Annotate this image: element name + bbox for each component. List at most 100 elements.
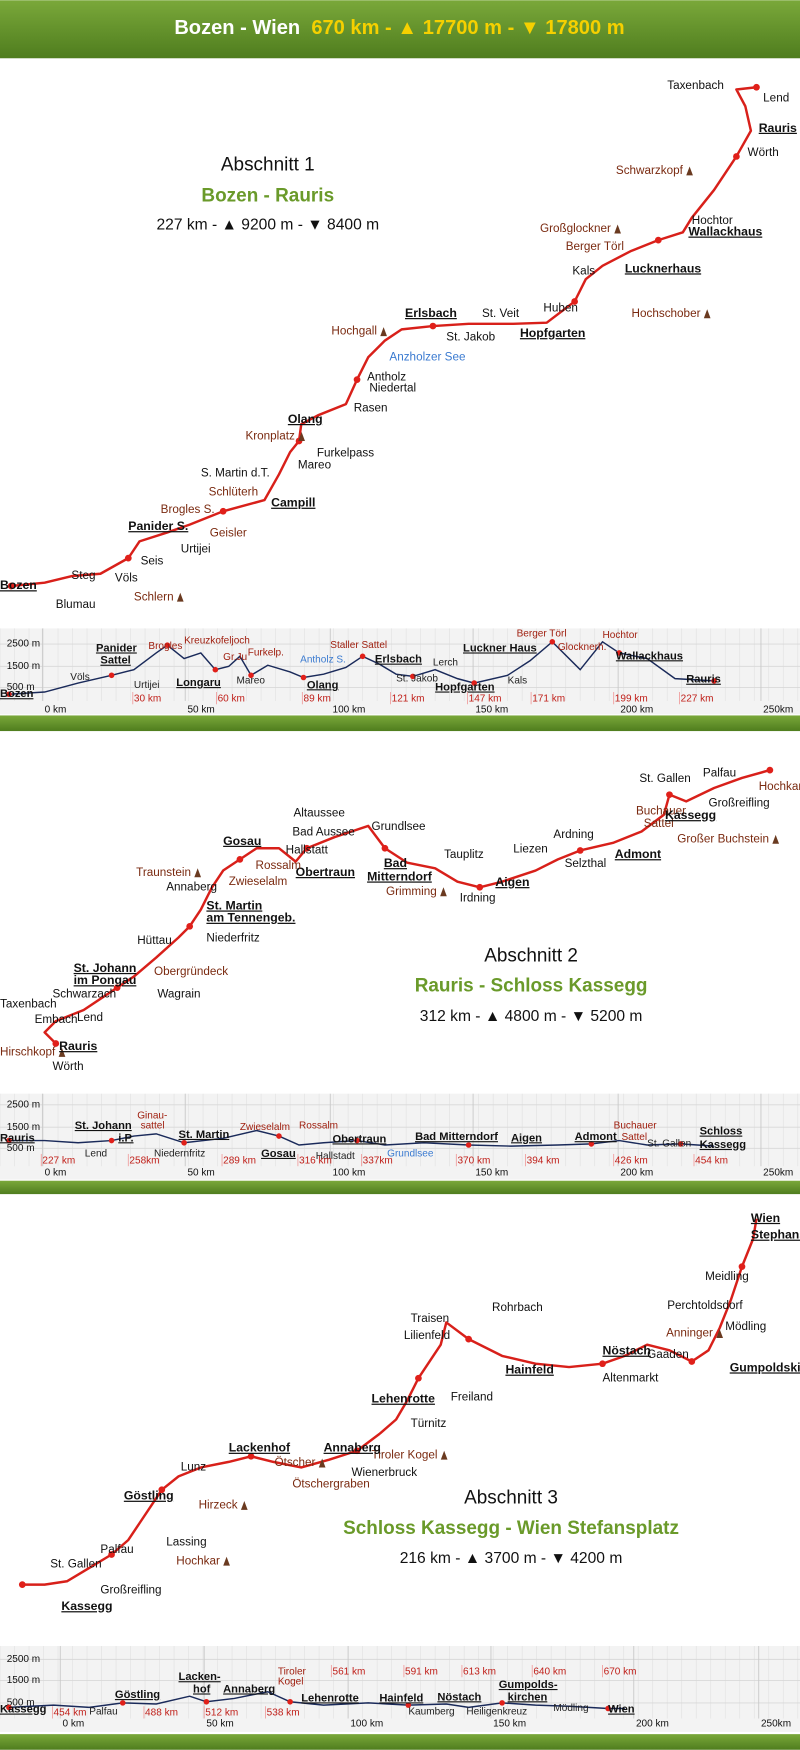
profile-stop xyxy=(677,1141,684,1147)
profile-label: Hallstadt xyxy=(316,1151,355,1162)
profile-label: Ginau- xyxy=(137,1111,167,1122)
y-tick-label: 1500 m xyxy=(7,661,40,672)
place-label: Panider S. xyxy=(128,519,188,533)
km-label: 227 km xyxy=(681,693,714,704)
place-label: Palfau xyxy=(703,767,736,780)
x-tick-label: 150 km xyxy=(475,1168,508,1179)
profile-label: Kassegg xyxy=(0,1704,47,1716)
profile-label: Erlsbach xyxy=(375,654,422,666)
section-heading: Abschnitt 1 xyxy=(221,154,315,175)
route-stop xyxy=(219,507,227,515)
profile-label: Rossalm xyxy=(299,1121,338,1132)
x-tick-label: 50 km xyxy=(187,1168,214,1179)
section: Abschnitt 2 Rauris - Schloss Kassegg 312 k… xyxy=(0,767,800,1180)
place-label: Buchauer xyxy=(636,804,686,817)
place-label: Wagrain xyxy=(157,987,200,1000)
place-label: Huben xyxy=(543,301,578,314)
section-route: Rauris - Schloss Kassegg xyxy=(415,976,648,997)
km-label: 670 km xyxy=(604,1666,637,1677)
place-label: Türnitz xyxy=(411,1417,447,1430)
x-tick-label: 0 km xyxy=(45,1168,67,1179)
place-label: Blumau xyxy=(56,598,96,611)
place-label: Lunz xyxy=(181,1461,207,1474)
y-tick-label: 500 m xyxy=(7,1698,35,1709)
profile-stop xyxy=(471,680,477,686)
profile-stop xyxy=(108,672,115,679)
profile-label: Gr.Ju xyxy=(223,652,247,663)
km-label: 121 km xyxy=(392,693,425,704)
place-label: Altaussee xyxy=(293,807,344,820)
y-tick-label: 500 m xyxy=(7,1143,35,1154)
place-label: Anzholzer See xyxy=(389,350,465,363)
header-title: Bozen - Wien 670 km - ▲ 17700 m - ▼ 17800… xyxy=(174,18,624,40)
km-label: 289 km xyxy=(223,1155,256,1166)
peak-icon xyxy=(318,1458,326,1468)
place-label: Lucknerhaus xyxy=(625,261,702,275)
place-label: Ötschergraben xyxy=(292,1477,369,1490)
peak-icon xyxy=(703,309,711,319)
profile-label: Annaberg xyxy=(223,1683,275,1695)
route-stop xyxy=(738,1263,746,1270)
km-label: 171 km xyxy=(532,693,565,704)
place-label: Campill xyxy=(271,496,315,510)
place-label: im Pongau xyxy=(74,973,137,987)
km-label: 258km xyxy=(129,1155,159,1166)
place-label: St. Martin xyxy=(206,898,262,912)
peak-icon xyxy=(380,327,387,337)
y-tick-label: 1500 m xyxy=(7,1675,40,1686)
place-label: Meidling xyxy=(705,1270,749,1283)
place-label: Traisen xyxy=(411,1312,450,1325)
peak-icon xyxy=(440,1450,448,1460)
elevation-line xyxy=(8,1129,715,1147)
profile-label: i.P. xyxy=(118,1132,133,1144)
profile-stop xyxy=(6,1704,12,1711)
place-label: Völs xyxy=(115,571,138,584)
place-label: Seis xyxy=(141,555,164,568)
place-label: St. Johann xyxy=(74,961,137,975)
x-tick-label: 0 km xyxy=(45,705,67,716)
x-tick-label: 100 km xyxy=(350,1719,383,1730)
place-label: Hallstatt xyxy=(286,844,329,857)
profile-label: Staller Sattel xyxy=(330,640,387,651)
profile-label: Nöstach xyxy=(437,1691,481,1703)
place-label: Zwieselalm xyxy=(229,875,288,888)
profile-label: Olang xyxy=(307,679,339,691)
place-label: Wien xyxy=(751,1211,780,1225)
place-label: St. Gallen xyxy=(50,1558,101,1571)
profile-label: Kogel xyxy=(278,1676,304,1687)
km-label: 60 km xyxy=(218,693,245,704)
km-label: 370 km xyxy=(457,1155,490,1166)
peak-icon xyxy=(716,1329,724,1339)
km-label: 337km xyxy=(363,1155,393,1166)
profile-label: Brogles xyxy=(148,641,182,652)
profile-label: Buchauer xyxy=(614,1121,658,1132)
profile-stop xyxy=(6,691,12,698)
place-label: Ötscher xyxy=(274,1456,315,1469)
y-tick-label: 2500 m xyxy=(7,1100,40,1111)
route-stop xyxy=(381,844,389,852)
profile-label: St. Martin xyxy=(179,1129,230,1141)
section-route: Schloss Kassegg - Wien Stefansplatz xyxy=(343,1518,679,1539)
profile-label: St. Jakob xyxy=(396,673,438,684)
km-label: 640 km xyxy=(533,1666,566,1677)
place-label: Kassegg xyxy=(61,1599,112,1613)
profile-stop xyxy=(108,1137,115,1144)
km-label: 199 km xyxy=(615,693,648,704)
profile-label: St. Johann xyxy=(75,1120,132,1132)
header-bar xyxy=(0,0,800,59)
section-stats: 227 km - ▲ 9200 m - ▼ 8400 m xyxy=(156,217,379,234)
place-label: Niederfritz xyxy=(206,932,259,945)
profile-label: St. Gallen xyxy=(647,1139,691,1150)
route-stop xyxy=(654,236,662,244)
place-label: Großreifling xyxy=(100,1583,161,1596)
profile-label: Aigen xyxy=(511,1132,542,1144)
place-label: Gosau xyxy=(223,834,261,848)
place-label: Hochgall xyxy=(331,325,377,338)
x-tick-label: 150 km xyxy=(475,705,508,716)
place-label: Wienerbruck xyxy=(351,1466,417,1479)
place-label: Furkelpass xyxy=(317,446,374,459)
place-label: Lend xyxy=(763,92,789,105)
y-tick-label: 1500 m xyxy=(7,1122,40,1133)
peak-icon xyxy=(298,432,305,441)
place-label: Annaberg xyxy=(324,1441,381,1455)
